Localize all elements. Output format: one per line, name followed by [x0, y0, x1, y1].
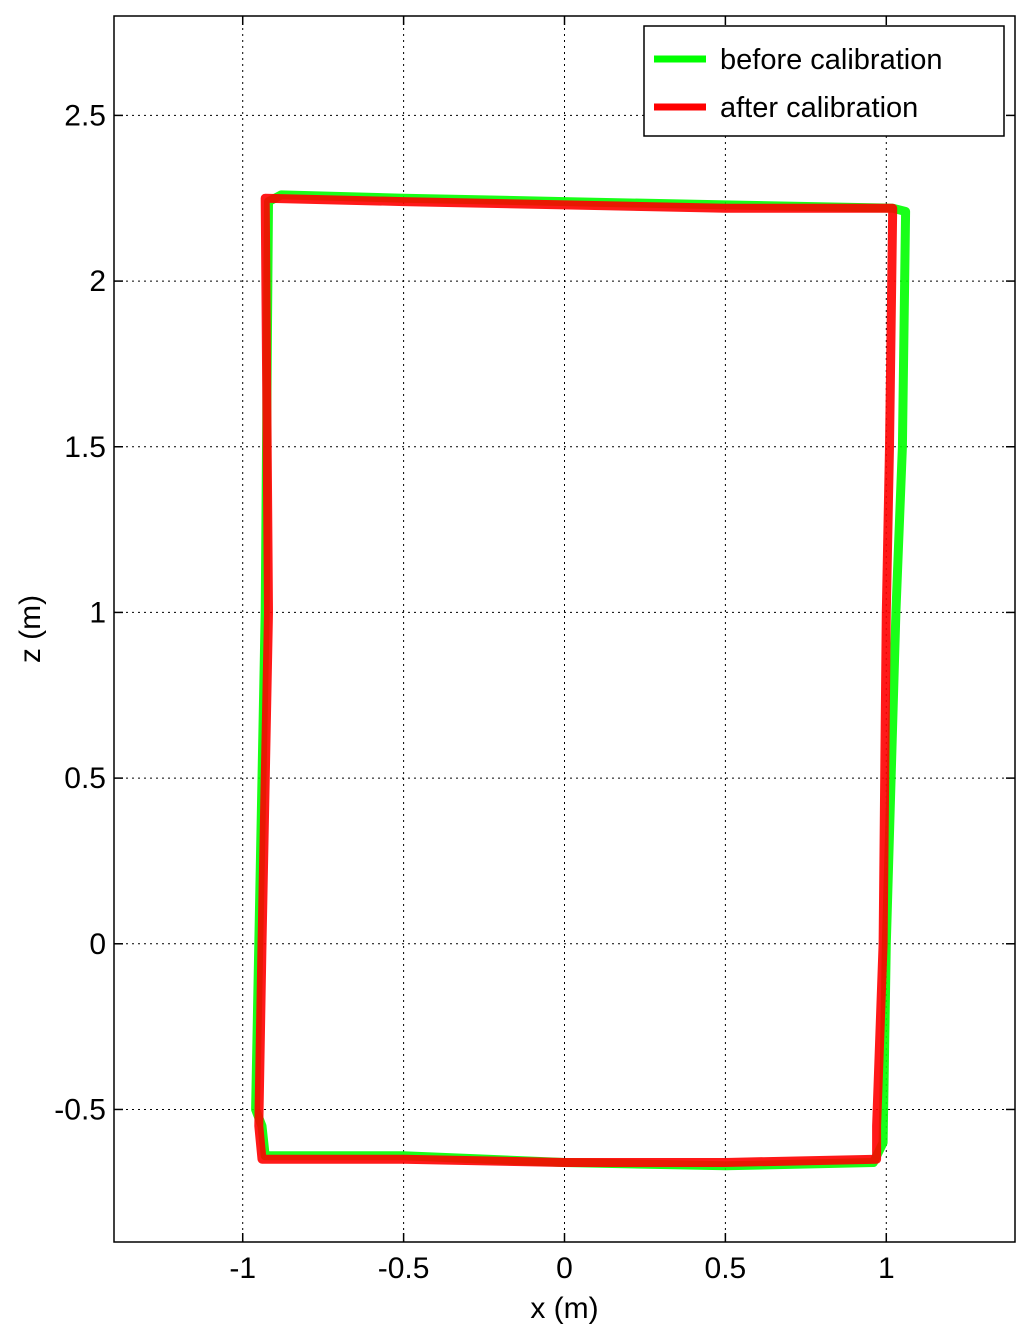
y-tick-label: 2 — [89, 265, 106, 298]
y-tick-label: 0.5 — [64, 762, 106, 795]
axis-ticks: -1 -0.5 0 0.5 1 -0.5 0 0.5 1 1.5 2 2.5 — [54, 16, 1015, 1285]
legend-box — [643, 25, 1005, 137]
legend: before calibration after calibration — [643, 25, 1005, 137]
y-axis-label: z (m) — [14, 595, 47, 663]
y-tick-label: 1.5 — [64, 431, 106, 464]
x-axis-label: x (m) — [530, 1292, 598, 1325]
x-tick-label: -0.5 — [378, 1252, 430, 1285]
y-tick-label: 0 — [89, 928, 106, 961]
legend-label-after-calibration: after calibration — [720, 92, 918, 124]
y-tick-label: 2.5 — [64, 99, 106, 132]
x-tick-label: 0 — [556, 1252, 573, 1285]
y-tick-label: -0.5 — [54, 1093, 106, 1126]
legend-label-before-calibration: before calibration — [720, 44, 942, 76]
series-layer — [251, 190, 911, 1171]
x-tick-label: 1 — [878, 1252, 895, 1285]
grid-lines — [114, 16, 1015, 1242]
x-tick-label: -1 — [229, 1252, 256, 1285]
x-tick-label: 0.5 — [705, 1252, 747, 1285]
series-line-after-calibration — [254, 193, 898, 1167]
y-tick-label: 1 — [89, 596, 106, 629]
